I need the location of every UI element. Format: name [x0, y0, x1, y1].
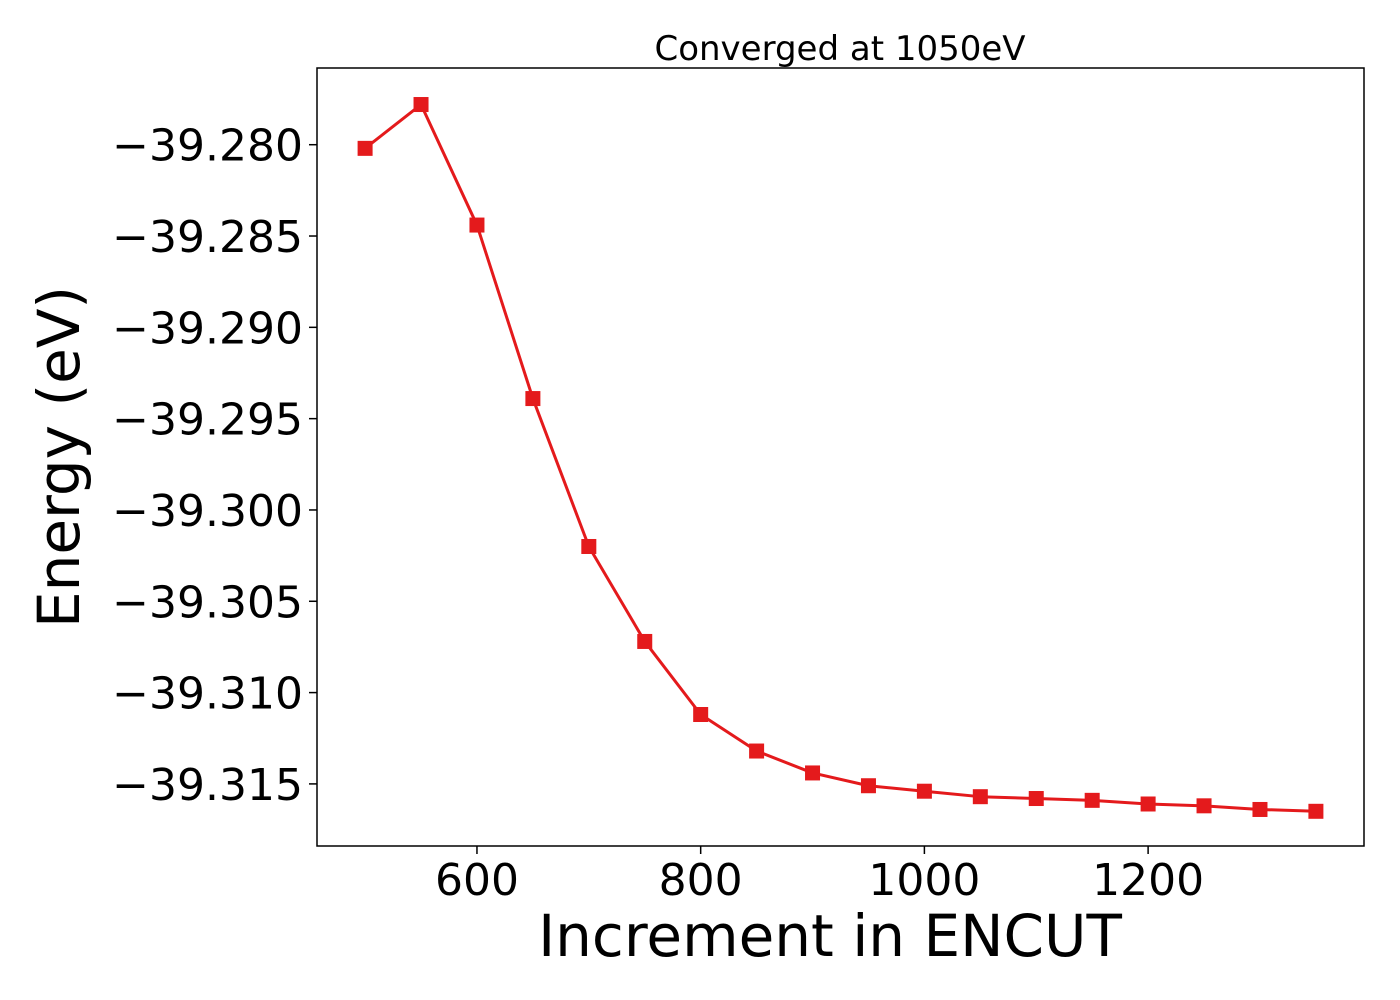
x-tick-label: 1000 — [868, 855, 980, 906]
series-line — [364, 103, 1316, 813]
data-point-marker — [637, 633, 653, 649]
data-point-marker — [413, 97, 429, 113]
x-axis-label: Increment in ENCUT — [538, 902, 1122, 970]
y-tick-label: −39.290 — [112, 303, 303, 354]
data-point-marker — [860, 778, 876, 794]
x-tick-label: 1200 — [1092, 855, 1204, 906]
x-tick-label: 600 — [435, 855, 519, 906]
data-point-marker — [1028, 791, 1044, 807]
data-point-marker — [972, 789, 988, 805]
data-point-marker — [1196, 798, 1212, 814]
plot-frame — [316, 67, 1365, 847]
data-point-marker — [749, 743, 765, 759]
data-point-marker — [1084, 792, 1100, 808]
data-point-marker — [693, 707, 709, 723]
data-point-marker — [469, 217, 485, 233]
y-axis-ticks: −39.280 −39.285 −39.290 −39.295 −39.300 −39.3… — [112, 121, 317, 811]
data-point-marker — [525, 391, 541, 407]
y-tick-label: −39.310 — [112, 669, 303, 720]
y-tick-label: −39.280 — [112, 121, 303, 172]
y-tick-label: −39.315 — [112, 760, 303, 811]
plot-series — [357, 97, 1324, 819]
data-point-marker — [357, 140, 373, 156]
x-tick-label: 800 — [659, 855, 743, 906]
data-point-marker — [916, 783, 932, 799]
data-point-marker — [1252, 801, 1268, 817]
y-axis-label: Energy (eV) — [25, 286, 93, 628]
y-tick-label: −39.300 — [112, 486, 303, 537]
y-tick-label: −39.305 — [112, 577, 303, 628]
y-tick-label: −39.295 — [112, 395, 303, 446]
data-point-marker — [805, 765, 821, 781]
chart-title: Converged at 1050eV — [654, 29, 1025, 69]
x-axis-ticks: 600 800 1000 1200 — [435, 846, 1204, 906]
data-point-marker — [1140, 796, 1156, 812]
data-point-marker — [581, 538, 597, 554]
y-tick-label: −39.285 — [112, 212, 303, 263]
data-point-marker — [1308, 803, 1324, 819]
